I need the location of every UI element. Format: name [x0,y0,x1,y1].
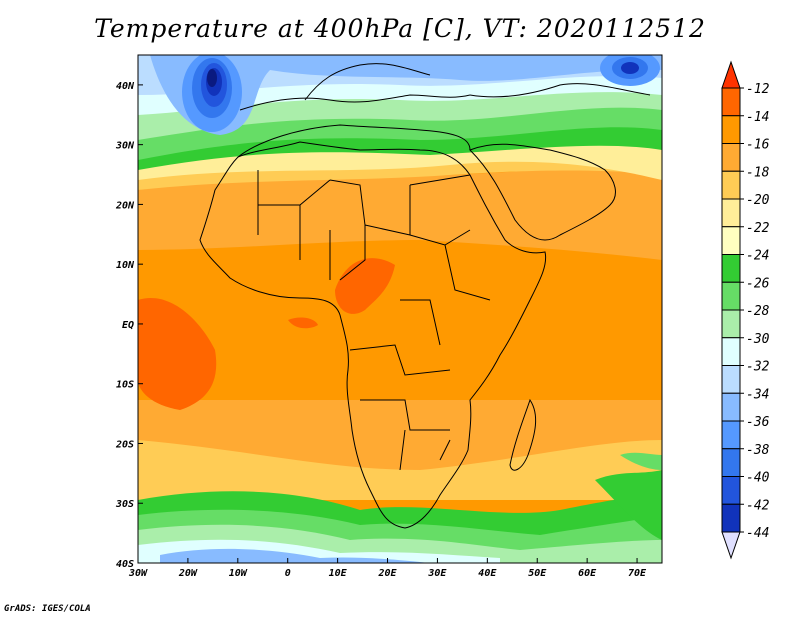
lon-tick-label: 10E [329,568,348,579]
colorbar-swatch [721,170,741,200]
credit-label: GrADS: IGES/COLA [4,604,91,614]
page-title: Temperature at 400hPa [C], VT: 202011251… [94,14,706,43]
lat-tick-label: 40S [116,559,134,570]
colorbar-label: -20 [746,193,770,208]
temperature-field [138,55,662,563]
colorbar-label: -44 [746,526,769,541]
colorbar-label: -34 [746,387,769,402]
lon-tick-label: 50E [528,568,547,579]
colorbar-label: -14 [746,110,769,125]
lat-tick-label: EQ [122,320,134,331]
colorbar-label: -38 [746,443,770,458]
colorbar-label: -16 [746,138,770,153]
colorbar-label: -12 [746,82,770,97]
colorbar-swatch [721,87,741,117]
lon-tick-label: 0 [285,568,291,579]
colorbar-swatch [721,448,741,477]
lon-tick-label: 20E [377,568,397,579]
lon-tick-label: 20W [178,568,198,579]
coastlines [199,63,651,529]
colorbar-label: -24 [746,249,769,264]
colorbar-label: -40 [746,471,770,486]
colorbar-top-triangle [721,60,741,89]
colorbar-label: -18 [746,165,770,180]
colorbar-swatch [721,143,741,172]
colorbar-swatch [721,420,741,450]
colorbar-bottom-triangle [721,531,741,560]
lat-tick-label: 40N [116,81,135,92]
colorbar-swatch [721,503,741,533]
colorbar-swatch [721,476,741,505]
colorbar-label: -28 [746,304,770,319]
colorbar-label: -32 [746,360,770,375]
colorbar-swatch [721,254,741,283]
colorbar-label: -42 [746,498,770,513]
lat-tick-label: 10N [116,260,135,271]
lon-tick-label: 60E [578,568,597,579]
colorbar-swatch [721,115,741,144]
colorbar-swatch [721,392,741,422]
lon-tick-label: 30E [427,568,447,579]
colorbar-label: -30 [746,332,770,347]
colorbar-swatch [721,226,741,255]
lat-tick-label: 30S [115,499,134,510]
lat-tick-label: 20N [115,200,135,211]
plot-frame [137,54,663,564]
colorbar-label: -36 [746,415,770,430]
colorbar-swatch [721,337,741,366]
colorbar: -12 -14 -16 -18 -20 -22 -24 -26 -28 -30 -32 -34 -36 -… [721,60,770,560]
lon-tick-label: 70E [628,568,647,579]
colorbar-swatch [721,365,741,394]
lat-tick-label: 10S [116,380,134,391]
colorbar-swatch [721,281,741,311]
colorbar-swatch [721,198,741,228]
lon-tick-label: 40E [478,568,497,579]
lat-tick-label: 20S [115,439,134,450]
lon-tick-label: 10W [229,568,248,579]
colorbar-label: -22 [746,221,770,236]
colorbar-label: -26 [746,276,770,291]
lon-tick-label: 30W [128,568,148,579]
lat-tick-label: 30N [115,141,135,152]
colorbar-swatch [721,309,741,339]
